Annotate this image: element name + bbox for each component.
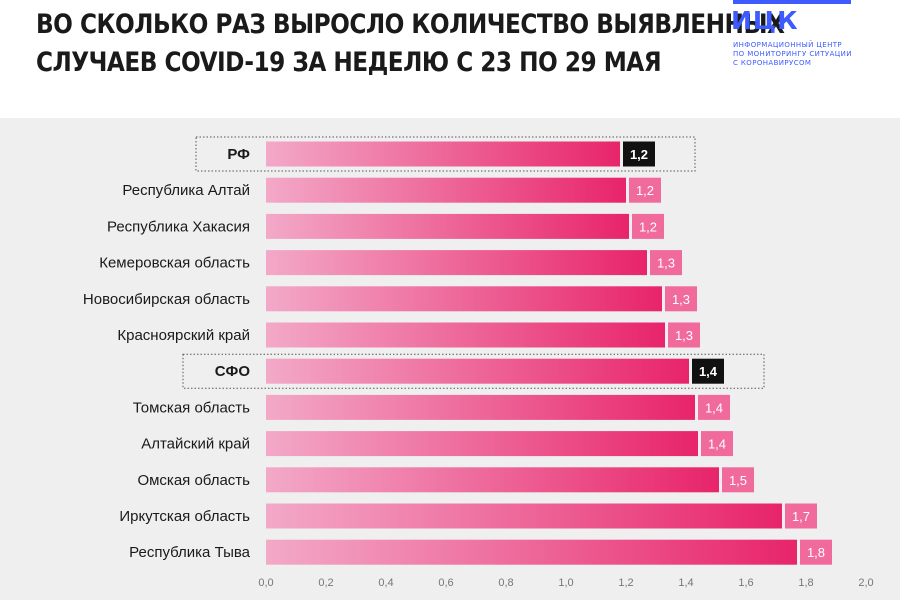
x-tick-label: 1,2 <box>618 577 633 589</box>
bar <box>266 286 662 312</box>
value-label: 1,3 <box>657 256 675 271</box>
category-label: РФ <box>227 146 250 163</box>
chart-title: ВО СКОЛЬКО РАЗ ВЫРОСЛО КОЛИЧЕСТВО ВЫЯВЛЕ… <box>36 6 785 82</box>
bar <box>266 358 689 384</box>
title-line-1: ВО СКОЛЬКО РАЗ ВЫРОСЛО КОЛИЧЕСТВО ВЫЯВЛЕ… <box>36 9 785 40</box>
value-label: 1,2 <box>639 219 657 234</box>
bar <box>266 250 647 276</box>
logo-subtitle-line-1: Информационный центр <box>733 41 843 49</box>
x-tick-label: 1,0 <box>558 577 573 589</box>
x-tick-label: 0,4 <box>378 577 393 589</box>
value-label-box <box>632 213 664 239</box>
value-label: 1,4 <box>699 364 718 379</box>
x-tick-label: 0,0 <box>258 577 273 589</box>
value-label-box <box>665 286 697 312</box>
x-tick-label: 1,6 <box>738 577 753 589</box>
value-label: 1,2 <box>630 147 648 162</box>
value-label-box <box>800 539 832 565</box>
category-label: СФО <box>215 363 251 380</box>
bar-row: Республика Алтай 1,2 <box>122 177 661 203</box>
header: ВО СКОЛЬКО РАЗ ВЫРОСЛО КОЛИЧЕСТВО ВЫЯВЛЕ… <box>0 0 900 118</box>
bar-row: Иркутская область 1,7 <box>119 503 817 529</box>
category-label: Республика Хакасия <box>107 218 250 235</box>
value-label-box <box>668 322 700 348</box>
x-tick-label: 0,2 <box>318 577 333 589</box>
bar-row: СФО 1,4 <box>182 353 765 389</box>
value-label: 1,8 <box>807 545 825 560</box>
value-label: 1,7 <box>792 509 810 524</box>
value-label-box <box>650 250 682 276</box>
bar-row: Республика Тыва 1,8 <box>129 539 832 565</box>
bar <box>266 322 665 348</box>
category-label: Алтайский край <box>141 436 250 453</box>
category-label: Кемеровская область <box>99 255 250 272</box>
bar <box>266 141 620 167</box>
bar-row: Омская область 1,5 <box>137 467 754 493</box>
value-label: 1,3 <box>675 328 693 343</box>
bar <box>266 394 695 420</box>
value-label-box <box>698 394 730 420</box>
bar-row: Кемеровская область 1,3 <box>99 250 682 276</box>
logo-accent-bar <box>733 0 851 4</box>
logo-subtitle-line-3: с коронавирусом <box>733 59 812 67</box>
value-label-box <box>701 431 733 457</box>
bar-row: Новосибирская область 1,3 <box>83 286 697 312</box>
x-tick-label: 2,0 <box>858 577 873 589</box>
bar-row: Томская область 1,4 <box>133 394 730 420</box>
category-label: Иркутская область <box>119 508 250 525</box>
value-label-box <box>785 503 817 529</box>
logo: ИЦК <box>731 6 799 35</box>
value-label-box <box>692 358 724 384</box>
category-label: Томская область <box>133 399 250 416</box>
value-label: 1,5 <box>729 473 747 488</box>
bar <box>266 177 626 203</box>
highlight-box <box>195 136 696 172</box>
bar-row: Красноярский край 1,3 <box>117 322 700 348</box>
x-tick-label: 1,8 <box>798 577 813 589</box>
category-label: Новосибирская область <box>83 291 250 308</box>
bar-row: Республика Хакасия 1,2 <box>107 213 664 239</box>
category-label: Республика Тыва <box>129 544 251 561</box>
highlight-box <box>182 353 765 389</box>
value-label: 1,3 <box>672 292 690 307</box>
chart-area: РФ 1,2 Республика Алтай 1,2 Республика Хакас… <box>0 118 900 600</box>
value-label-box <box>629 177 661 203</box>
x-tick-label: 0,8 <box>498 577 513 589</box>
bar <box>266 431 698 457</box>
bar-row: РФ 1,2 <box>195 136 696 172</box>
title-line-2: СЛУЧАЕВ COVID-19 ЗА НЕДЕЛЮ С 23 ПО 29 МА… <box>36 47 662 78</box>
logo-subtitle-line-2: по мониторингу ситуации <box>733 50 852 58</box>
value-label: 1,2 <box>636 183 654 198</box>
bar <box>266 213 629 239</box>
x-tick-label: 1,4 <box>678 577 693 589</box>
bar <box>266 467 719 493</box>
bar-row: Алтайский край 1,4 <box>141 431 733 457</box>
value-label: 1,4 <box>708 437 726 452</box>
category-label: Омская область <box>137 472 250 489</box>
bar <box>266 503 782 529</box>
x-tick-label: 0,6 <box>438 577 453 589</box>
value-label-box <box>722 467 754 493</box>
category-label: Республика Алтай <box>122 182 250 199</box>
value-label: 1,4 <box>705 400 723 415</box>
category-label: Красноярский край <box>117 327 250 344</box>
logo-subtitle: Информационный центр по мониторингу ситу… <box>733 41 893 68</box>
value-label-box <box>623 141 655 167</box>
bar <box>266 539 797 565</box>
